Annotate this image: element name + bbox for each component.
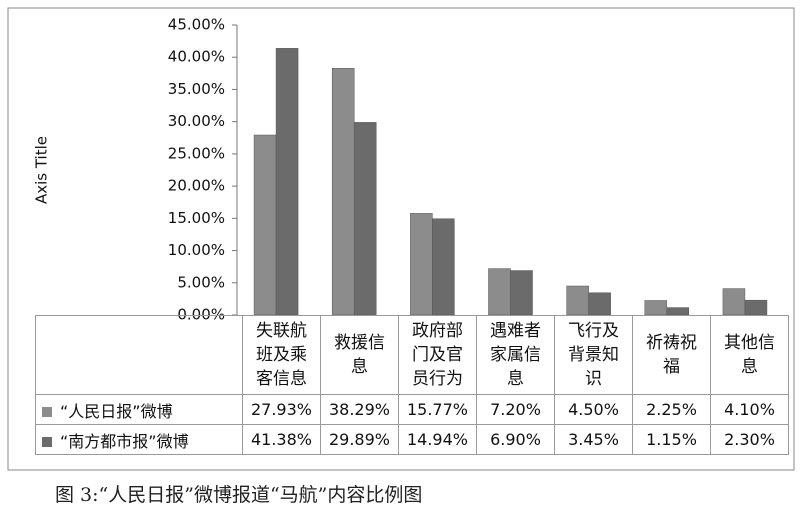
value-cell: 38.29%: [320, 394, 399, 425]
x-tick-label: 失联航班及乘客信息: [255, 321, 307, 389]
bar: [488, 268, 511, 316]
bar: [353, 122, 377, 316]
corner-cell: [35, 315, 243, 395]
bar: [275, 48, 299, 316]
legend-swatch: [42, 437, 52, 447]
value-cell: 1.15%: [632, 424, 711, 455]
chart-frame: [7, 7, 795, 471]
category-row: 失联航班及乘客信息 救援信息 政府部门及官员行为 遇难者家属信息 飞行及背景知识 祈祷祝福…: [35, 315, 789, 395]
legend-label: “人民日报”微博: [60, 401, 173, 421]
y-axis-title: Axis Title: [33, 136, 51, 204]
value-cell: 29.89%: [320, 424, 399, 455]
bar: [744, 299, 768, 316]
category-cell: 政府部门及官员行为: [398, 315, 477, 395]
bar: [644, 300, 668, 316]
legend-swatch: [42, 407, 52, 417]
legend-cell: “南方都市报”微博: [35, 424, 243, 455]
bar: [410, 213, 433, 316]
value-cell: 7.20%: [476, 394, 555, 425]
value-cell: 15.77%: [398, 394, 477, 425]
y-tick-label: 10.00%: [168, 241, 225, 259]
y-tick-label: 35.00%: [168, 80, 225, 98]
value-cell: 6.90%: [476, 424, 555, 455]
x-tick-label: 遇难者家属信息: [489, 321, 541, 389]
value-cell: 3.45%: [554, 424, 633, 455]
y-tick-label: 15.00%: [168, 209, 225, 227]
value-cell: 4.50%: [554, 394, 633, 425]
x-tick-label: 祈祷祝福: [645, 333, 697, 377]
bar: [722, 288, 746, 316]
value-cell: 27.93%: [242, 394, 321, 425]
bar: [566, 285, 589, 316]
category-cell: 失联航班及乘客信息: [242, 315, 321, 395]
value-cell: 4.10%: [710, 394, 789, 425]
y-tick-label: 20.00%: [168, 177, 225, 195]
value-cell: 2.30%: [710, 424, 789, 455]
x-tick-label: 政府部门及官员行为: [411, 321, 463, 389]
data-table: 失联航班及乘客信息 救援信息 政府部门及官员行为 遇难者家属信息 飞行及背景知识 祈祷祝福…: [35, 315, 789, 455]
legend-cell: “人民日报”微博: [35, 394, 243, 425]
series-row: “南方都市报”微博 41.38% 29.89% 14.94% 6.90% 3.45% 1.1…: [35, 424, 789, 455]
category-cell: 救援信息: [320, 315, 399, 395]
category-cell: 其他信息: [710, 315, 789, 395]
series-row: “人民日报”微博 27.93% 38.29% 15.77% 7.20% 4.50% 2.25…: [35, 394, 789, 425]
caption: 图 3:“人民日报”微博报道“马航”内容比例图: [55, 484, 423, 506]
bar: [253, 134, 277, 316]
category-cell: 遇难者家属信息: [476, 315, 555, 395]
bar: [588, 292, 611, 316]
value-cell: 41.38%: [242, 424, 321, 455]
bar: [432, 218, 455, 316]
category-cell: 飞行及背景知识: [554, 315, 633, 395]
y-tick-label: 45.00%: [168, 16, 225, 34]
value-cell: 2.25%: [632, 394, 711, 425]
y-tick-label: 25.00%: [168, 144, 225, 162]
y-tick-label: 40.00%: [168, 48, 225, 66]
bar: [510, 270, 533, 316]
value-cell: 14.94%: [398, 424, 477, 455]
y-tick-label: 5.00%: [177, 273, 225, 291]
x-tick-label: 飞行及背景知识: [567, 321, 619, 389]
category-cell: 祈祷祝福: [632, 315, 711, 395]
x-tick-label: 救援信息: [333, 333, 385, 377]
legend-label: “南方都市报”微博: [60, 431, 189, 451]
y-tick-label: 30.00%: [168, 112, 225, 130]
x-tick-label: 其他信息: [723, 333, 775, 377]
bar: [666, 307, 690, 316]
bar: [331, 67, 355, 316]
